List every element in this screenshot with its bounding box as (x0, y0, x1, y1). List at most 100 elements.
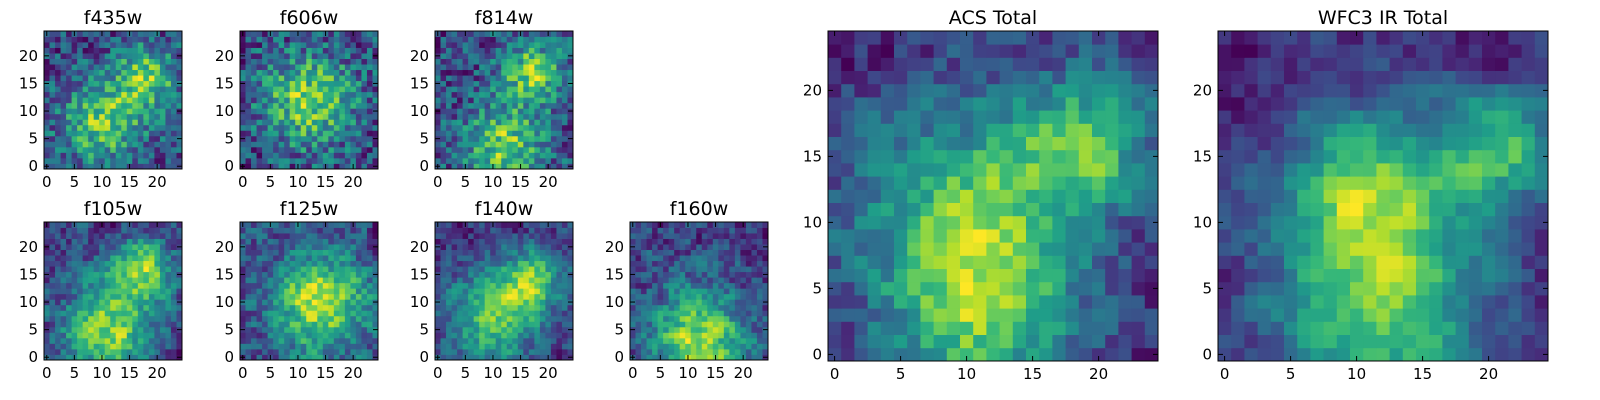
heatmap-cell (165, 163, 172, 170)
heatmap-cell (539, 337, 546, 344)
heatmap-cell (446, 146, 452, 153)
heatmap-cell (143, 146, 150, 153)
heatmap-cell (176, 36, 183, 43)
heatmap-cell (528, 315, 535, 322)
heatmap-cell (468, 266, 475, 273)
heatmap-cell (523, 260, 530, 267)
heatmap-cell (446, 75, 452, 82)
heatmap-cell (556, 266, 563, 273)
heatmap-cell (663, 326, 670, 333)
heatmap-cell (300, 97, 307, 104)
heatmap-cell (154, 343, 161, 350)
heatmap-cell (273, 64, 280, 71)
heatmap-cell (361, 222, 368, 228)
heatmap-cell (556, 321, 563, 328)
heatmap-cell (99, 238, 106, 245)
y-tick-label: 10 (215, 102, 234, 120)
heatmap-cell (366, 227, 373, 234)
heatmap-cell (273, 97, 280, 104)
heatmap-cell (267, 271, 274, 278)
heatmap-cell (306, 152, 313, 159)
heatmap-cell (256, 86, 263, 93)
heatmap-cell (93, 244, 100, 250)
heatmap-cell (170, 163, 177, 170)
heatmap-cell (751, 288, 758, 295)
heatmap-cell (539, 321, 546, 328)
heatmap-cell (462, 135, 469, 142)
heatmap-cell (451, 337, 458, 344)
heatmap-cell (506, 119, 513, 126)
heatmap-cell (328, 299, 335, 306)
heatmap-cell (663, 310, 670, 317)
heatmap-cell (273, 124, 280, 131)
heatmap-cell (289, 348, 296, 355)
heatmap-cell (350, 47, 357, 54)
heatmap-cell (60, 102, 67, 109)
heatmap-cell (894, 215, 908, 230)
heatmap-cell (1065, 255, 1080, 269)
heatmap-cell (435, 86, 441, 93)
heatmap-cell (440, 146, 447, 153)
heatmap-cell (143, 102, 150, 109)
heatmap-cell (523, 47, 530, 54)
heatmap-cell (66, 91, 72, 98)
heatmap-cell (148, 124, 155, 131)
heatmap-cell (960, 334, 974, 349)
heatmap-cell (143, 80, 150, 87)
heatmap-cell (1144, 176, 1159, 190)
heatmap-cell (539, 119, 546, 126)
heatmap-cell (143, 42, 150, 48)
heatmap-cell (451, 233, 458, 239)
heatmap-cell (154, 108, 161, 115)
heatmap-cell (132, 47, 139, 54)
heatmap-cell (372, 249, 379, 256)
heatmap-cell (317, 310, 324, 317)
heatmap-cell (267, 321, 274, 328)
heatmap-cell (468, 102, 475, 109)
heatmap-cell (66, 304, 72, 311)
heatmap-cell (344, 91, 351, 98)
heatmap-cell (740, 315, 747, 322)
heatmap-cell (435, 152, 441, 159)
heatmap-cell (740, 310, 747, 317)
heatmap-cell (240, 64, 246, 71)
heatmap-cell (333, 282, 340, 289)
heatmap-cell (674, 337, 681, 344)
heatmap-cell (841, 308, 855, 322)
heatmap-cell (462, 47, 469, 54)
heatmap-cell (435, 233, 441, 239)
heatmap-cell (523, 244, 530, 250)
heatmap-cell (176, 293, 183, 300)
heatmap-cell (110, 271, 117, 278)
heatmap-cell (278, 354, 285, 361)
heatmap-cell (71, 58, 78, 65)
heatmap-cell (77, 332, 84, 339)
heatmap-cell (545, 337, 552, 344)
heatmap-cell (641, 293, 647, 300)
heatmap-cell (115, 266, 122, 273)
heatmap-cell (854, 215, 868, 230)
heatmap-cell (534, 58, 541, 65)
heatmap-cell (479, 119, 486, 126)
heatmap-cell (165, 146, 172, 153)
y-tick-label: 10 (410, 293, 429, 311)
heatmap-cell (333, 315, 340, 322)
heatmap-cell (344, 69, 351, 76)
heatmap-cell (333, 146, 340, 153)
heatmap-cell (93, 124, 100, 131)
heatmap-cell (273, 36, 280, 43)
heatmap-cell (256, 249, 263, 256)
heatmap-cell (176, 222, 183, 228)
heatmap-cell (278, 58, 285, 65)
heatmap-cell (933, 242, 948, 256)
heatmap-cell (159, 227, 166, 234)
heatmap-cell (907, 215, 921, 230)
heatmap-cell (170, 113, 177, 120)
heatmap-cell (328, 80, 335, 87)
heatmap-cell (506, 288, 513, 295)
heatmap-cell (273, 238, 280, 245)
panel-title: f140w (475, 198, 534, 220)
heatmap-cell (490, 260, 497, 267)
heatmap-cell (49, 299, 56, 306)
heatmap-cell (71, 113, 78, 120)
